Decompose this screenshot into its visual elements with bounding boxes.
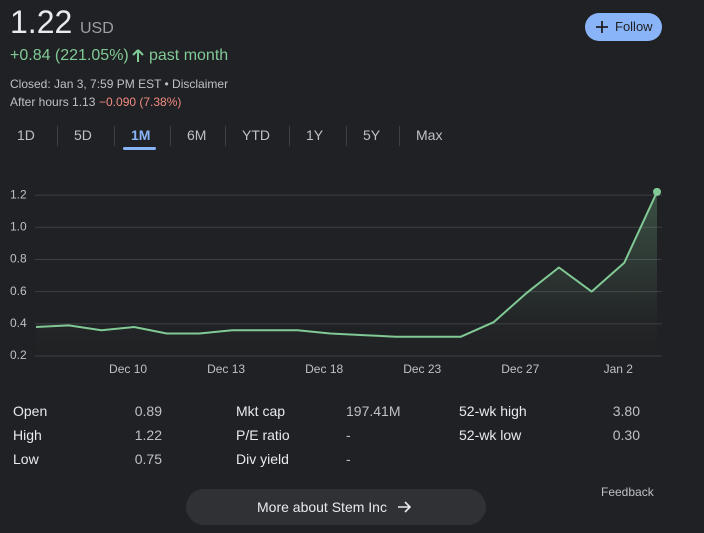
- x-tick-label: Dec 13: [207, 362, 245, 376]
- stat-value: 197.41M: [346, 403, 401, 419]
- plus-icon: [596, 21, 608, 33]
- x-tick-label: Jan 2: [604, 362, 634, 376]
- currency: USD: [80, 20, 114, 37]
- stat-value: 0.89: [134, 403, 162, 419]
- follow-label: Follow: [615, 19, 653, 34]
- closed-info: Closed: Jan 3, 7:59 PM EST • Disclaimer: [10, 77, 229, 91]
- range-tab[interactable]: Max: [416, 127, 443, 143]
- y-tick-label: 1.0: [10, 219, 27, 233]
- y-tick-label: 0.8: [10, 252, 27, 266]
- stat-label: Mkt cap: [236, 403, 286, 419]
- x-tick-label: Dec 23: [403, 362, 441, 376]
- stat-label: 52-wk low: [459, 427, 522, 443]
- y-tick-label: 1.2: [10, 187, 27, 201]
- stat-value: -: [346, 451, 351, 467]
- range-tab[interactable]: 6M: [187, 127, 207, 143]
- price-line: [35, 191, 658, 338]
- up-arrow-icon: [132, 49, 144, 62]
- stat-label: Div yield: [236, 451, 289, 467]
- stat-label: 52-wk high: [459, 403, 527, 419]
- stat-value: 3.80: [612, 403, 640, 419]
- range-tab[interactable]: 5Y: [363, 127, 381, 143]
- stat-value: 0.75: [134, 451, 162, 467]
- stat-label: P/E ratio: [236, 427, 290, 443]
- stat-value: 0.30: [612, 427, 640, 443]
- x-tick-label: Dec 10: [109, 362, 147, 376]
- tab-separator: [170, 126, 171, 146]
- area-fill: [36, 191, 657, 356]
- y-tick-label: 0.6: [10, 284, 27, 298]
- range-tab[interactable]: 1M: [131, 127, 151, 143]
- follow-button[interactable]: Follow: [585, 13, 662, 41]
- range-tab[interactable]: YTD: [242, 127, 270, 143]
- tab-separator: [346, 126, 347, 146]
- stat-label: Open: [13, 403, 48, 419]
- more-button[interactable]: More about Stem Inc: [186, 489, 486, 525]
- after-hours-change: −0.090 (7.38%): [99, 95, 182, 109]
- x-tick-label: Dec 27: [501, 362, 539, 376]
- y-tick-label: 0.4: [10, 316, 27, 330]
- stat-value: -: [346, 427, 351, 443]
- change: +0.84 (221.05%): [10, 47, 129, 64]
- range-tab[interactable]: 5D: [74, 127, 92, 143]
- y-tick-label: 0.2: [10, 348, 27, 362]
- x-tick-label: Dec 18: [305, 362, 343, 376]
- more-label: More about Stem Inc: [257, 499, 387, 515]
- change-period: past month: [149, 47, 229, 64]
- stat-label: High: [13, 427, 42, 443]
- arrow-icon: [398, 501, 411, 513]
- after-hours: After hours 1.13: [10, 95, 96, 109]
- tab-separator: [289, 126, 290, 146]
- stat-label: Low: [13, 451, 39, 467]
- tab-separator: [225, 126, 226, 146]
- feedback-link[interactable]: Feedback: [601, 485, 654, 499]
- price: 1.22: [10, 4, 73, 40]
- range-tab[interactable]: 1Y: [306, 127, 324, 143]
- tab-separator: [57, 126, 58, 146]
- stat-value: 1.22: [134, 427, 162, 443]
- end-dot: [653, 187, 661, 196]
- tab-separator: [399, 126, 400, 146]
- tab-underline: [123, 147, 156, 150]
- tab-separator: [114, 126, 115, 146]
- range-tab[interactable]: 1D: [17, 127, 35, 143]
